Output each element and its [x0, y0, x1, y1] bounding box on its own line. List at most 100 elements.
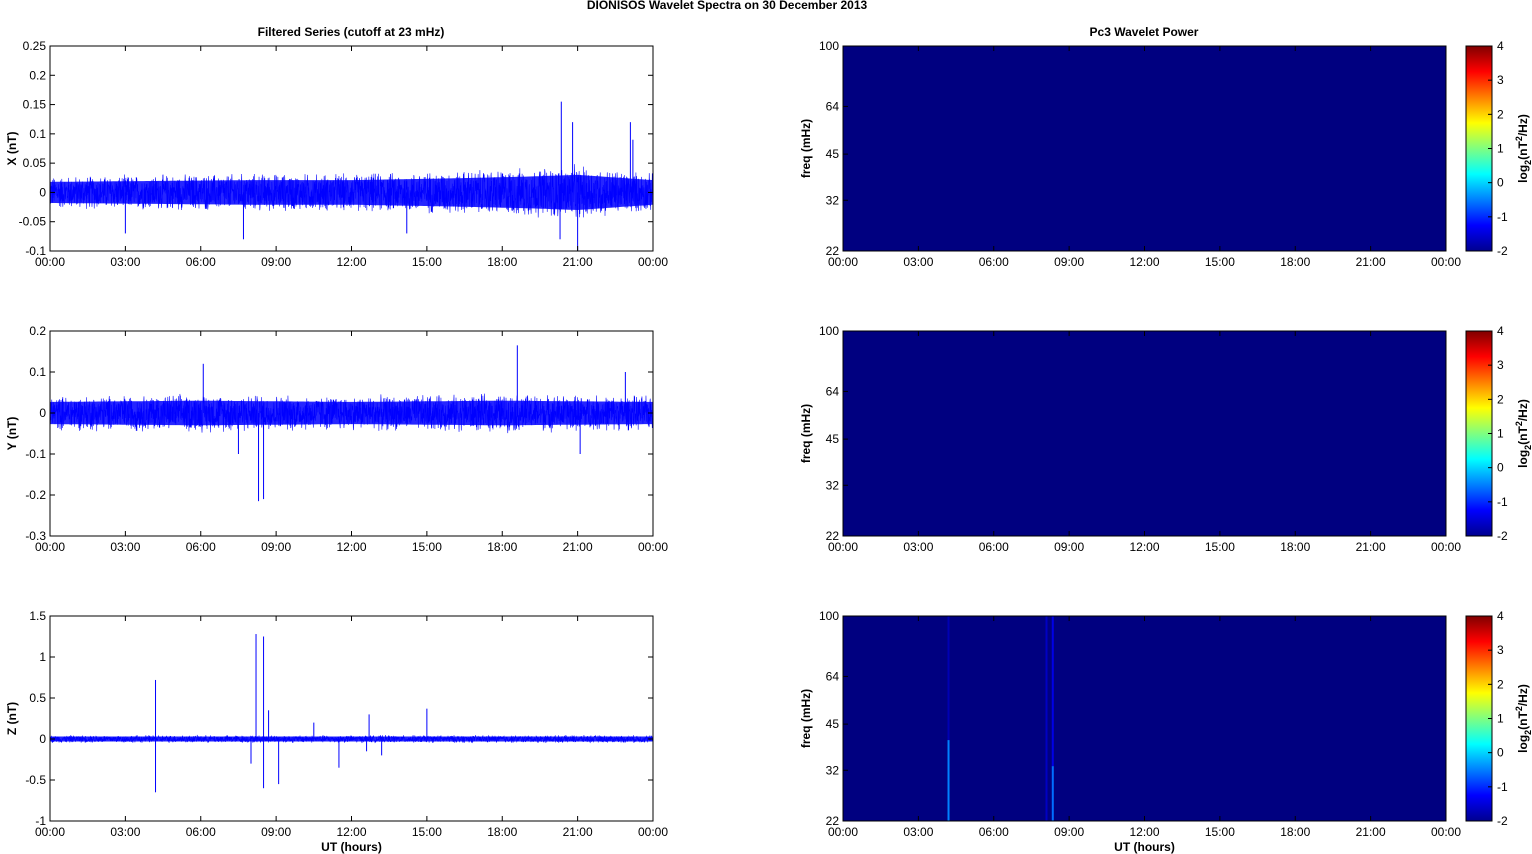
y-wavelet-xtick-label: 15:00 — [1205, 540, 1235, 554]
x-series-ytick-label: 0.1 — [29, 127, 46, 141]
z-wavelet-power-feature — [947, 616, 950, 741]
x-wavelet-xtick-label: 00:00 — [828, 255, 858, 269]
y-wavelet-ylabel: freq (mHz) — [799, 404, 813, 463]
y-series-ytick-label: 0 — [39, 406, 46, 420]
x-series-ylabel: X (nT) — [5, 132, 19, 166]
y-wavelet-xtick-label: 09:00 — [1054, 540, 1084, 554]
z-wavelet-colorbar-tick-label: 2 — [1497, 677, 1504, 691]
x-series-xtick-label: 00:00 — [35, 255, 65, 269]
x-series-ytick-label: 0.05 — [23, 156, 47, 170]
z-wavelet-xtick-label: 18:00 — [1280, 825, 1310, 839]
z-series-xtick-label: 00:00 — [638, 825, 668, 839]
z-wavelet-colorbar-tick-label: -2 — [1497, 814, 1508, 828]
left-column-title: Filtered Series (cutoff at 23 mHz) — [258, 25, 445, 39]
y-series-xtick-label: 00:00 — [35, 540, 65, 554]
y-wavelet-ytick-label: 22 — [826, 529, 840, 543]
z-wavelet-xtick-label: 09:00 — [1054, 825, 1084, 839]
z-wavelet-xtick-label: 06:00 — [979, 825, 1009, 839]
z-wavelet-ytick-label: 32 — [826, 763, 840, 777]
z-wavelet-xtick-label: 00:00 — [828, 825, 858, 839]
x-series-xtick-label: 21:00 — [563, 255, 593, 269]
x-series-xtick-label: 12:00 — [336, 255, 366, 269]
y-wavelet-colorbar-tick-label: 4 — [1497, 324, 1504, 338]
z-series-xtick-label: 06:00 — [186, 825, 216, 839]
x-series-ytick-label: -0.1 — [25, 244, 46, 258]
figure-suptitle: DIONISOS Wavelet Spectra on 30 December … — [587, 0, 868, 12]
x-wavelet-ytick-label: 45 — [826, 147, 840, 161]
x-wavelet-colorbar-tick-label: -2 — [1497, 244, 1508, 258]
z-wavelet-heatmap-field — [843, 616, 1446, 821]
x-wavelet-heatmap-field — [843, 46, 1446, 251]
z-wavelet-xtick-label: 15:00 — [1205, 825, 1235, 839]
y-series-xtick-label: 09:00 — [261, 540, 291, 554]
x-wavelet-xtick-label: 21:00 — [1356, 255, 1386, 269]
y-series-ytick-label: 0.1 — [29, 365, 46, 379]
x-series-xtick-label: 15:00 — [412, 255, 442, 269]
z-series-ytick-label: 1.5 — [29, 609, 46, 623]
y-wavelet-xtick-label: 21:00 — [1356, 540, 1386, 554]
x-series-ytick-label: 0.15 — [23, 98, 47, 112]
z-wavelet-power-feature — [1051, 766, 1054, 821]
x-wavelet-ytick-label: 22 — [826, 244, 840, 258]
y-wavelet-xtick-label: 00:00 — [828, 540, 858, 554]
z-series-xtick-label: 21:00 — [563, 825, 593, 839]
x-series-dense-band — [50, 174, 653, 210]
y-series-xtick-label: 12:00 — [336, 540, 366, 554]
x-wavelet-colorbar-gradient — [1465, 45, 1493, 252]
z-wavelet-ytick-label: 100 — [819, 609, 839, 623]
z-series-xlabel: UT (hours) — [321, 840, 382, 854]
z-series-ylabel: Z (nT) — [5, 702, 19, 735]
z-series-xtick-label: 00:00 — [35, 825, 65, 839]
z-series-xtick-label: 12:00 — [336, 825, 366, 839]
z-wavelet-ylabel: freq (mHz) — [799, 689, 813, 748]
x-series-plot-area — [50, 46, 653, 251]
y-series-xtick-label: 21:00 — [563, 540, 593, 554]
z-wavelet-colorbar-gradient — [1465, 615, 1493, 822]
y-series-xtick-label: 15:00 — [412, 540, 442, 554]
y-series-xtick-label: 03:00 — [110, 540, 140, 554]
x-series-xtick-label: 00:00 — [638, 255, 668, 269]
y-wavelet-xtick-label: 18:00 — [1280, 540, 1310, 554]
y-wavelet-colorbar-tick-label: -2 — [1497, 529, 1508, 543]
y-series-ytick-label: -0.2 — [25, 488, 46, 502]
z-series-ytick-label: 0.5 — [29, 691, 46, 705]
x-wavelet-xtick-label: 06:00 — [979, 255, 1009, 269]
z-wavelet-power-feature — [1045, 616, 1048, 821]
y-wavelet-xtick-label: 12:00 — [1129, 540, 1159, 554]
y-wavelet-colorbar-tick-label: 0 — [1497, 461, 1504, 475]
x-series-ytick-label: -0.05 — [19, 215, 47, 229]
x-wavelet-colorbar: 4 3 2 1 0 -1 -2 log2(nT2/Hz) — [1465, 39, 1532, 258]
x-wavelet-colorbar-tick-label: 4 — [1497, 39, 1504, 53]
y-series-xtick-label: 18:00 — [487, 540, 517, 554]
x-wavelet-colorbar-tick-label: 2 — [1497, 107, 1504, 121]
z-wavelet-colorbar-tick-label: 3 — [1497, 643, 1504, 657]
y-wavelet-colorbar-tick-label: 2 — [1497, 392, 1504, 406]
x-series-xtick-label: 03:00 — [110, 255, 140, 269]
z-wavelet-colorbar-tick-label: 0 — [1497, 746, 1504, 760]
x-series-ytick-label: 0 — [39, 185, 46, 199]
z-wavelet-xtick-label: 21:00 — [1356, 825, 1386, 839]
z-series-xtick-label: 03:00 — [110, 825, 140, 839]
x-series-ytick-label: 0.2 — [29, 68, 46, 82]
z-wavelet-colorbar-tick-label: 1 — [1497, 712, 1504, 726]
z-wavelet-colorbar-tick-label: -1 — [1497, 780, 1508, 794]
z-series-xtick-label: 09:00 — [261, 825, 291, 839]
y-series-ytick-label: -0.1 — [25, 447, 46, 461]
z-wavelet-colorbar: 4 3 2 1 0 -1 -2 log2(nT2/Hz) — [1465, 609, 1532, 828]
x-series-xtick-label: 18:00 — [487, 255, 517, 269]
x-wavelet-ylabel: freq (mHz) — [799, 119, 813, 178]
z-series-plot-area — [50, 616, 653, 821]
y-wavelet-colorbar-gradient — [1465, 330, 1493, 537]
x-series-xtick-label: 06:00 — [186, 255, 216, 269]
x-wavelet-colorbar-label: log2(nT2/Hz) — [1514, 114, 1532, 183]
z-series-ytick-label: 0 — [39, 732, 46, 746]
z-wavelet-xtick-label: 03:00 — [903, 825, 933, 839]
y-series-ylabel: Y (nT) — [5, 417, 19, 451]
z-series-ytick-label: -0.5 — [25, 773, 46, 787]
x-wavelet-xtick-label: 18:00 — [1280, 255, 1310, 269]
y-wavelet-heatmap-field — [843, 331, 1446, 536]
z-wavelet-colorbar-tick-label: 4 — [1497, 609, 1504, 623]
